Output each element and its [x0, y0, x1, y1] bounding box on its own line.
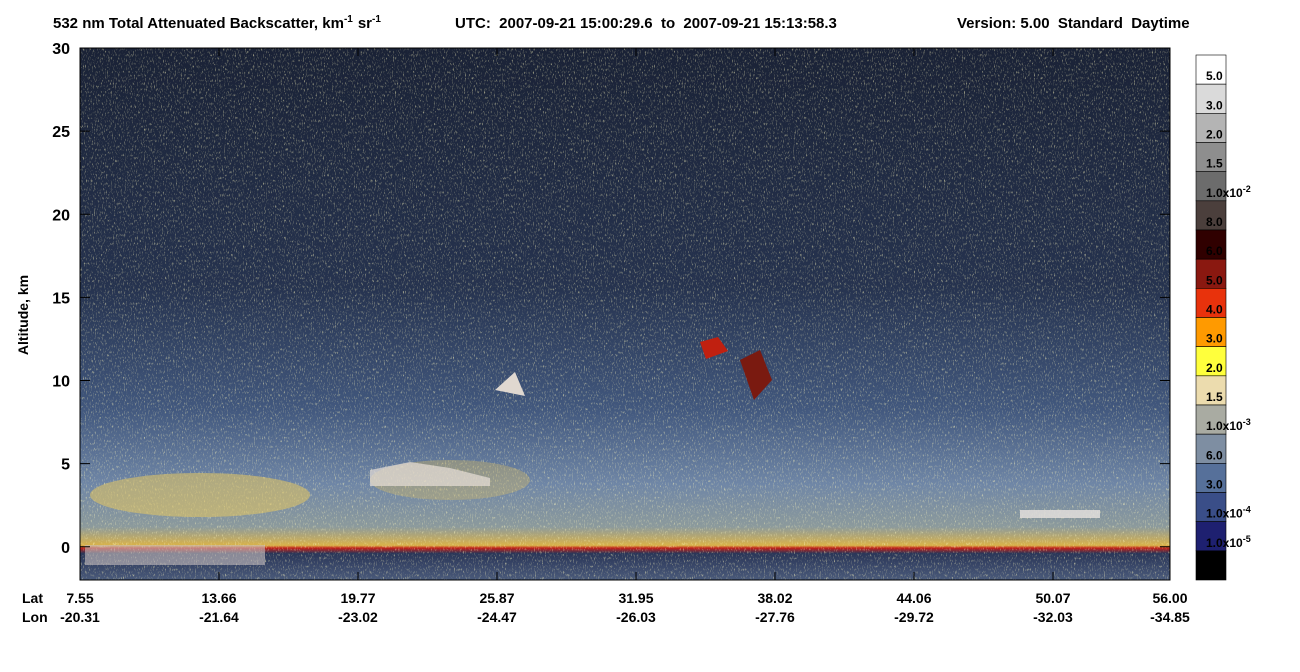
lon-tick-label: -34.85: [1150, 609, 1190, 625]
y-tick-label: 15: [52, 290, 70, 307]
lon-tick-label: -24.47: [477, 609, 517, 625]
lat-tick-label: 38.02: [757, 590, 792, 606]
colorbar-label-text: 8.0: [1206, 215, 1223, 229]
lat-tick-label: 19.77: [340, 590, 375, 606]
lat-tick-label: 7.55: [66, 590, 93, 606]
backscatter-image: [80, 48, 1170, 580]
colorbar-label: 6.0: [1206, 448, 1223, 462]
lat-tick-label: 31.95: [618, 590, 653, 606]
colorbar-label-text: 4.0: [1206, 303, 1223, 317]
colorbar-label-text: 6.0: [1206, 244, 1223, 258]
colorbar-label-text: 5.0: [1206, 273, 1223, 287]
colorbar-label: 3.0: [1206, 332, 1223, 346]
colorbar-label: 2.0: [1206, 128, 1223, 142]
colorbar-swatch: [1195, 550, 1227, 581]
colorbar-swatch: [1195, 492, 1227, 522]
colorbar-swatch: [1195, 229, 1227, 260]
lat-tick-label: 44.06: [896, 590, 931, 606]
lat-tick-label: 50.07: [1035, 590, 1070, 606]
colorbar-label: 5.0: [1206, 273, 1223, 287]
colorbar-label: 1.0x10-2: [1206, 184, 1251, 200]
colorbar-label-sup: -5: [1243, 534, 1251, 544]
colorbar-label: 1.5: [1206, 390, 1223, 404]
colorbar-swatch: [1195, 521, 1227, 552]
lon-tick-label: -26.03: [616, 609, 656, 625]
title-utc: UTC: 2007-09-21 15:00:29.6 to 2007-09-21…: [455, 15, 837, 32]
colorbar-swatch: [1195, 433, 1227, 464]
lon-tick-label: -32.03: [1033, 609, 1073, 625]
y-tick-label: 5: [61, 457, 70, 474]
y-tick-label: 0: [61, 540, 70, 557]
lon-tick-label: -20.31: [60, 609, 100, 625]
title-sup: -1: [372, 14, 381, 25]
colorbar-label-sup: -2: [1243, 184, 1251, 194]
y-tick-label: 20: [52, 207, 70, 224]
colorbar-label-text: 1.5: [1206, 390, 1223, 404]
colorbar-swatch: [1195, 375, 1227, 406]
colorbar-label: 6.0: [1206, 244, 1223, 258]
lon-tick-label: -23.02: [338, 609, 378, 625]
colorbar-label: 4.0: [1206, 303, 1223, 317]
colorbar-swatch: [1195, 404, 1227, 435]
colorbar-swatch: [1195, 113, 1227, 143]
colorbar-label-text: 6.0: [1206, 448, 1223, 462]
lat-tick-label: 13.66: [201, 590, 236, 606]
plot-frame: [79, 47, 1171, 581]
colorbar-swatch: [1195, 346, 1227, 377]
y-tick-label: 10: [52, 374, 70, 391]
lat-tick-label: 56.00: [1152, 590, 1187, 606]
colorbar-label: 2.0: [1206, 361, 1223, 375]
colorbar-label: 1.0x10-4: [1206, 505, 1251, 521]
colorbar-label-text: 2.0: [1206, 128, 1223, 142]
colorbar-label-text: 3.0: [1206, 98, 1223, 112]
colorbar-swatch: [1195, 258, 1227, 289]
colorbar-label-text: 1.0x10: [1206, 536, 1243, 550]
colorbar-label-text: 1.0x10: [1206, 419, 1243, 433]
colorbar-label: 5.0: [1206, 69, 1223, 83]
colorbar-label: 8.0: [1206, 215, 1223, 229]
lon-row-label: Lon: [22, 609, 48, 625]
colorbar-label-text: 1.0x10: [1206, 186, 1243, 200]
colorbar-label: 3.0: [1206, 98, 1223, 112]
colorbar-label-text: 1.0x10: [1206, 507, 1243, 521]
title-unit: sr: [358, 15, 372, 32]
colorbar-swatch: [1195, 171, 1227, 202]
title-main: 532 nm Total Attenuated Backscatter, km: [53, 15, 344, 32]
y-axis-label: Altitude, km: [15, 275, 31, 355]
y-tick-label: 30: [52, 41, 70, 58]
lon-tick-label: -29.72: [894, 609, 934, 625]
lat-row-label: Lat: [22, 590, 43, 606]
colorbar-label-text: 3.0: [1206, 332, 1223, 346]
lon-tick-label: -27.76: [755, 609, 795, 625]
colorbar-swatch: [1195, 142, 1227, 172]
colorbar-swatch: [1195, 288, 1227, 318]
colorbar-label-sup: -4: [1243, 505, 1251, 515]
colorbar-label: 1.0x10-5: [1206, 534, 1251, 550]
title-version: Version: 5.00 Standard Daytime: [957, 15, 1190, 32]
colorbar-swatch: [1195, 200, 1227, 231]
colorbar-label-sup: -3: [1243, 417, 1251, 427]
colorbar-label: 3.0: [1206, 478, 1223, 492]
lat-tick-label: 25.87: [479, 590, 514, 606]
colorbar-label-text: 3.0: [1206, 478, 1223, 492]
chart-title: 532 nm Total Attenuated Backscatter, km-…: [53, 14, 381, 32]
y-tick-label: 25: [52, 124, 70, 141]
colorbar-label: 1.0x10-3: [1206, 417, 1251, 433]
colorbar-label: 1.5: [1206, 157, 1223, 171]
lon-tick-label: -21.64: [199, 609, 239, 625]
colorbar-label-text: 1.5: [1206, 157, 1223, 171]
colorbar-label-text: 2.0: [1206, 361, 1223, 375]
title-sup: -1: [344, 14, 353, 25]
colorbar-label-text: 5.0: [1206, 69, 1223, 83]
colorbar-swatch: [1195, 83, 1227, 114]
colorbar-swatch: [1195, 463, 1227, 493]
